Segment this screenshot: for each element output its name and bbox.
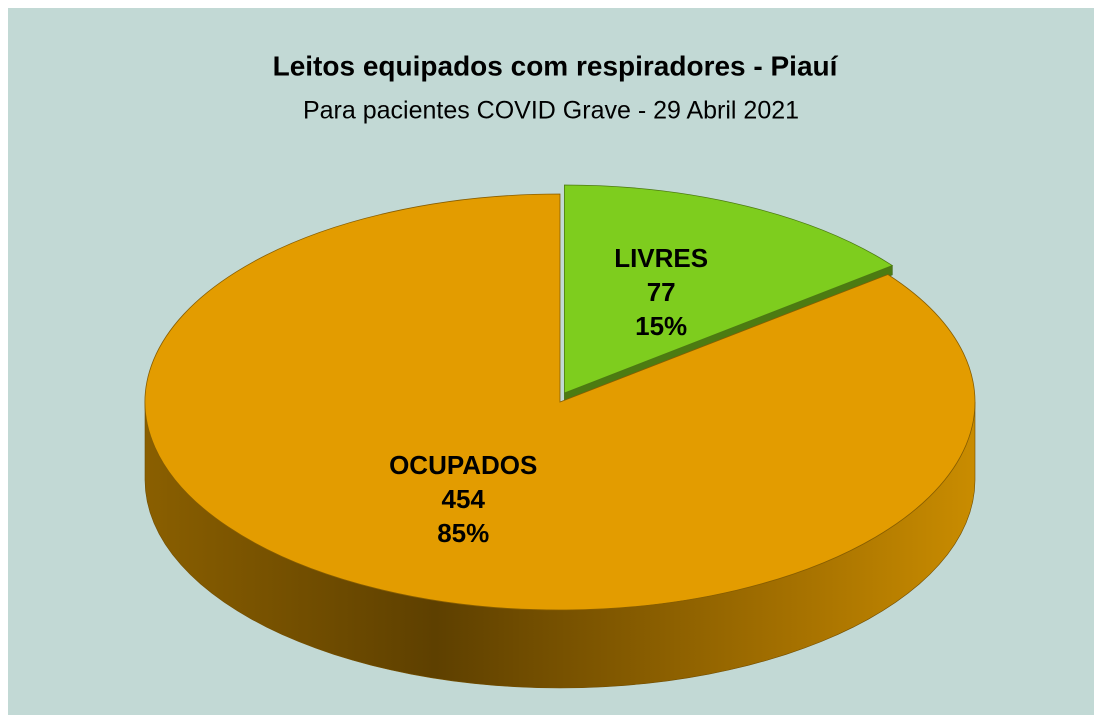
- slice-label-name: OCUPADOS: [389, 450, 537, 480]
- slice: [564, 184, 894, 394]
- labels: LIVRES 77 15% OCUPADOS 454 85%: [389, 243, 708, 548]
- slice-label-value: 454: [442, 484, 486, 514]
- slice: [144, 193, 976, 611]
- pie: [144, 184, 976, 689]
- slice-label-percent: 85%: [437, 518, 489, 548]
- slice-label-name: LIVRES: [614, 243, 708, 273]
- chart-title: Leitos equipados com respiradores - Piau…: [273, 50, 839, 81]
- chart-subtitle: Para pacientes COVID Grave - 29 Abril 20…: [303, 97, 799, 125]
- slice-label-value: 77: [647, 277, 676, 307]
- slice-label-percent: 15%: [635, 311, 687, 341]
